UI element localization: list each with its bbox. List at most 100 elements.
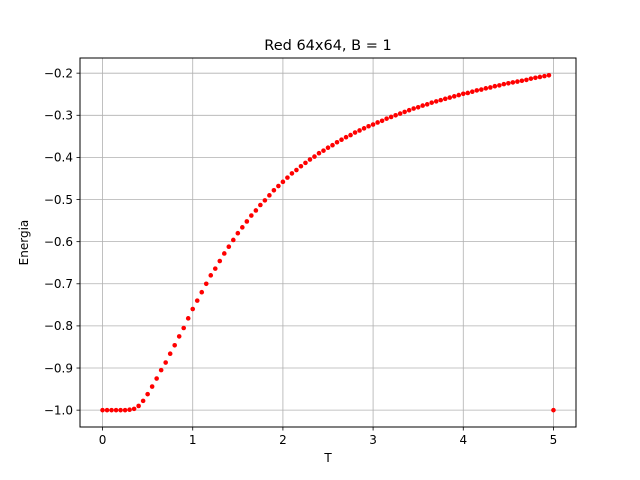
data-point bbox=[280, 179, 286, 185]
data-point bbox=[334, 139, 340, 145]
data-point bbox=[510, 80, 516, 85]
data-point bbox=[122, 407, 128, 413]
data-point bbox=[262, 198, 268, 203]
data-point bbox=[145, 391, 150, 397]
y-axis: −1.0 −0.9 −0.8 −0.7 −0.6 −0.5 −0.4 −0.3 −0.2 bbox=[44, 66, 80, 417]
data-point bbox=[294, 167, 299, 173]
data-point bbox=[479, 87, 484, 92]
data-point bbox=[267, 193, 272, 198]
data-point bbox=[181, 325, 187, 331]
data-point bbox=[140, 398, 146, 404]
data-point bbox=[519, 78, 525, 84]
data-point bbox=[104, 407, 110, 413]
x-tick-label: 3 bbox=[369, 433, 377, 447]
data-point bbox=[253, 208, 259, 213]
data-point bbox=[240, 225, 245, 230]
grid bbox=[80, 58, 576, 427]
data-point bbox=[172, 342, 177, 348]
data-point bbox=[235, 230, 241, 236]
data-point bbox=[298, 163, 304, 169]
data-point bbox=[258, 202, 263, 208]
data-point bbox=[420, 103, 425, 108]
data-point bbox=[402, 109, 407, 115]
data-point bbox=[469, 89, 475, 94]
data-point bbox=[506, 80, 511, 86]
data-point bbox=[348, 132, 353, 138]
x-tick-label: 0 bbox=[99, 433, 107, 447]
y-tick-label: −0.3 bbox=[44, 109, 73, 123]
data-point bbox=[384, 116, 389, 121]
data-point bbox=[321, 148, 326, 153]
data-point bbox=[154, 376, 159, 381]
x-tick-label: 1 bbox=[189, 433, 197, 447]
data-point bbox=[397, 111, 403, 116]
data-point bbox=[325, 145, 331, 151]
data-point bbox=[231, 237, 236, 243]
data-point bbox=[176, 334, 182, 339]
data-point bbox=[442, 96, 448, 102]
data-point bbox=[343, 134, 349, 140]
data-point bbox=[424, 102, 430, 107]
data-point bbox=[501, 81, 507, 87]
data-point bbox=[118, 407, 123, 413]
data-point bbox=[415, 104, 421, 110]
data-point bbox=[438, 97, 444, 103]
data-point bbox=[303, 160, 308, 166]
data-point bbox=[551, 407, 556, 413]
data-point bbox=[100, 407, 105, 413]
data-point bbox=[546, 72, 552, 78]
data-point bbox=[533, 75, 538, 81]
data-point bbox=[379, 118, 385, 124]
data-point bbox=[271, 187, 277, 193]
data-point bbox=[456, 92, 462, 98]
data-point bbox=[316, 150, 322, 156]
data-point bbox=[109, 407, 114, 413]
data-point bbox=[375, 120, 380, 125]
data-point bbox=[285, 175, 290, 180]
data-point bbox=[411, 106, 416, 111]
data-point bbox=[488, 85, 493, 90]
data-point bbox=[451, 94, 457, 99]
data-point bbox=[352, 130, 358, 135]
data-point bbox=[447, 95, 453, 100]
data-point bbox=[113, 407, 119, 413]
y-tick-label: −0.4 bbox=[44, 151, 73, 165]
y-tick-label: −0.2 bbox=[44, 66, 73, 80]
data-point bbox=[460, 91, 466, 97]
data-points bbox=[100, 72, 556, 413]
data-point bbox=[537, 74, 543, 80]
data-point bbox=[167, 351, 173, 357]
x-axis-label: T bbox=[323, 451, 332, 465]
data-point bbox=[388, 114, 394, 120]
y-axis-label: Energia bbox=[17, 220, 31, 266]
data-point bbox=[524, 77, 529, 83]
y-tick-label: −0.7 bbox=[44, 277, 73, 291]
data-point bbox=[429, 100, 435, 105]
data-point bbox=[244, 219, 250, 224]
data-point bbox=[307, 157, 313, 162]
y-tick-label: −0.6 bbox=[44, 235, 73, 249]
data-point bbox=[406, 107, 412, 113]
data-point bbox=[339, 137, 344, 143]
data-point bbox=[158, 367, 164, 373]
data-point bbox=[483, 86, 489, 91]
plot-frame bbox=[79, 57, 577, 428]
data-point bbox=[163, 360, 168, 365]
data-point bbox=[190, 306, 196, 312]
data-point bbox=[127, 407, 132, 413]
data-point bbox=[136, 403, 141, 409]
x-tick-label: 5 bbox=[550, 433, 558, 447]
data-point bbox=[226, 244, 232, 250]
data-point bbox=[249, 213, 254, 218]
data-point bbox=[528, 76, 534, 81]
y-tick-label: −0.5 bbox=[44, 193, 73, 207]
data-point bbox=[203, 281, 209, 287]
x-tick-label: 4 bbox=[459, 433, 467, 447]
data-point bbox=[357, 128, 362, 133]
data-point bbox=[492, 83, 498, 89]
data-point bbox=[366, 123, 371, 129]
chart-title: Red 64x64, B = 1 bbox=[264, 38, 391, 54]
data-point bbox=[497, 83, 502, 88]
